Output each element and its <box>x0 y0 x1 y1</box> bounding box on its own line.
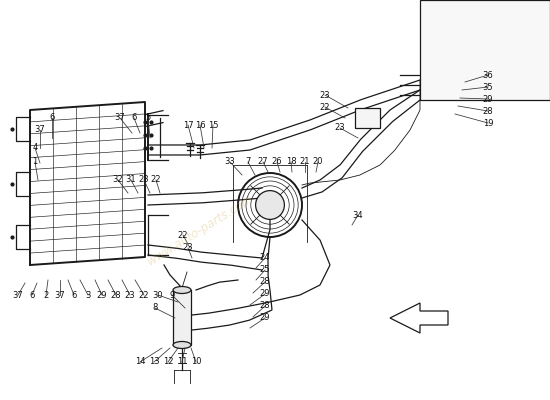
Text: 33: 33 <box>224 158 235 166</box>
Text: 37: 37 <box>35 126 45 134</box>
Text: 29: 29 <box>260 314 270 322</box>
Text: 11: 11 <box>177 358 187 366</box>
Text: 19: 19 <box>483 118 493 128</box>
Text: 22: 22 <box>320 102 330 112</box>
Text: 12: 12 <box>163 358 173 366</box>
Text: 15: 15 <box>208 120 218 130</box>
Text: 10: 10 <box>191 358 201 366</box>
Text: 7: 7 <box>245 158 251 166</box>
Text: 29: 29 <box>483 94 493 104</box>
Text: 22: 22 <box>139 290 149 300</box>
Text: 28: 28 <box>260 302 270 310</box>
Text: 8: 8 <box>152 304 158 312</box>
Text: 29: 29 <box>97 290 107 300</box>
Bar <box>355 108 380 128</box>
Text: 30: 30 <box>153 290 163 300</box>
Text: 14: 14 <box>135 358 145 366</box>
Text: 2: 2 <box>43 290 48 300</box>
Circle shape <box>256 190 284 219</box>
Polygon shape <box>390 303 448 333</box>
Text: 35: 35 <box>483 82 493 92</box>
Text: 23: 23 <box>139 176 149 184</box>
Text: 23: 23 <box>320 90 331 100</box>
Text: 6: 6 <box>131 114 137 122</box>
Text: 5: 5 <box>145 114 151 122</box>
Text: 27: 27 <box>258 158 268 166</box>
Text: 23: 23 <box>183 244 193 252</box>
Text: www.auto-parts.com: www.auto-parts.com <box>145 192 255 268</box>
Text: 6: 6 <box>50 114 54 122</box>
Text: 36: 36 <box>483 70 493 80</box>
Bar <box>173 290 191 345</box>
Text: 16: 16 <box>195 120 205 130</box>
Text: 23: 23 <box>125 290 135 300</box>
Text: 28: 28 <box>260 278 270 286</box>
Text: 6: 6 <box>29 290 35 300</box>
Text: 24: 24 <box>260 254 270 262</box>
Text: 9: 9 <box>169 290 175 300</box>
Text: 23: 23 <box>335 124 345 132</box>
Text: 28: 28 <box>483 106 493 116</box>
Text: 3: 3 <box>85 290 91 300</box>
Bar <box>420 0 550 100</box>
Text: 26: 26 <box>272 158 282 166</box>
Text: 37: 37 <box>54 290 65 300</box>
Text: 34: 34 <box>353 210 364 220</box>
Text: 37: 37 <box>114 114 125 122</box>
Ellipse shape <box>173 342 191 348</box>
Text: 37: 37 <box>13 290 23 300</box>
Text: 21: 21 <box>300 158 310 166</box>
Text: 4: 4 <box>32 144 37 152</box>
Ellipse shape <box>173 286 191 294</box>
Text: 22: 22 <box>178 230 188 240</box>
Text: 31: 31 <box>126 176 136 184</box>
Text: 1: 1 <box>32 158 37 166</box>
Text: 6: 6 <box>72 290 76 300</box>
Text: 22: 22 <box>151 176 161 184</box>
Text: 17: 17 <box>183 120 193 130</box>
Text: 13: 13 <box>148 358 159 366</box>
Text: 25: 25 <box>260 266 270 274</box>
Text: 32: 32 <box>113 176 123 184</box>
Text: 28: 28 <box>111 290 122 300</box>
Text: 18: 18 <box>285 158 296 166</box>
Text: 29: 29 <box>260 290 270 298</box>
Text: 20: 20 <box>313 158 323 166</box>
